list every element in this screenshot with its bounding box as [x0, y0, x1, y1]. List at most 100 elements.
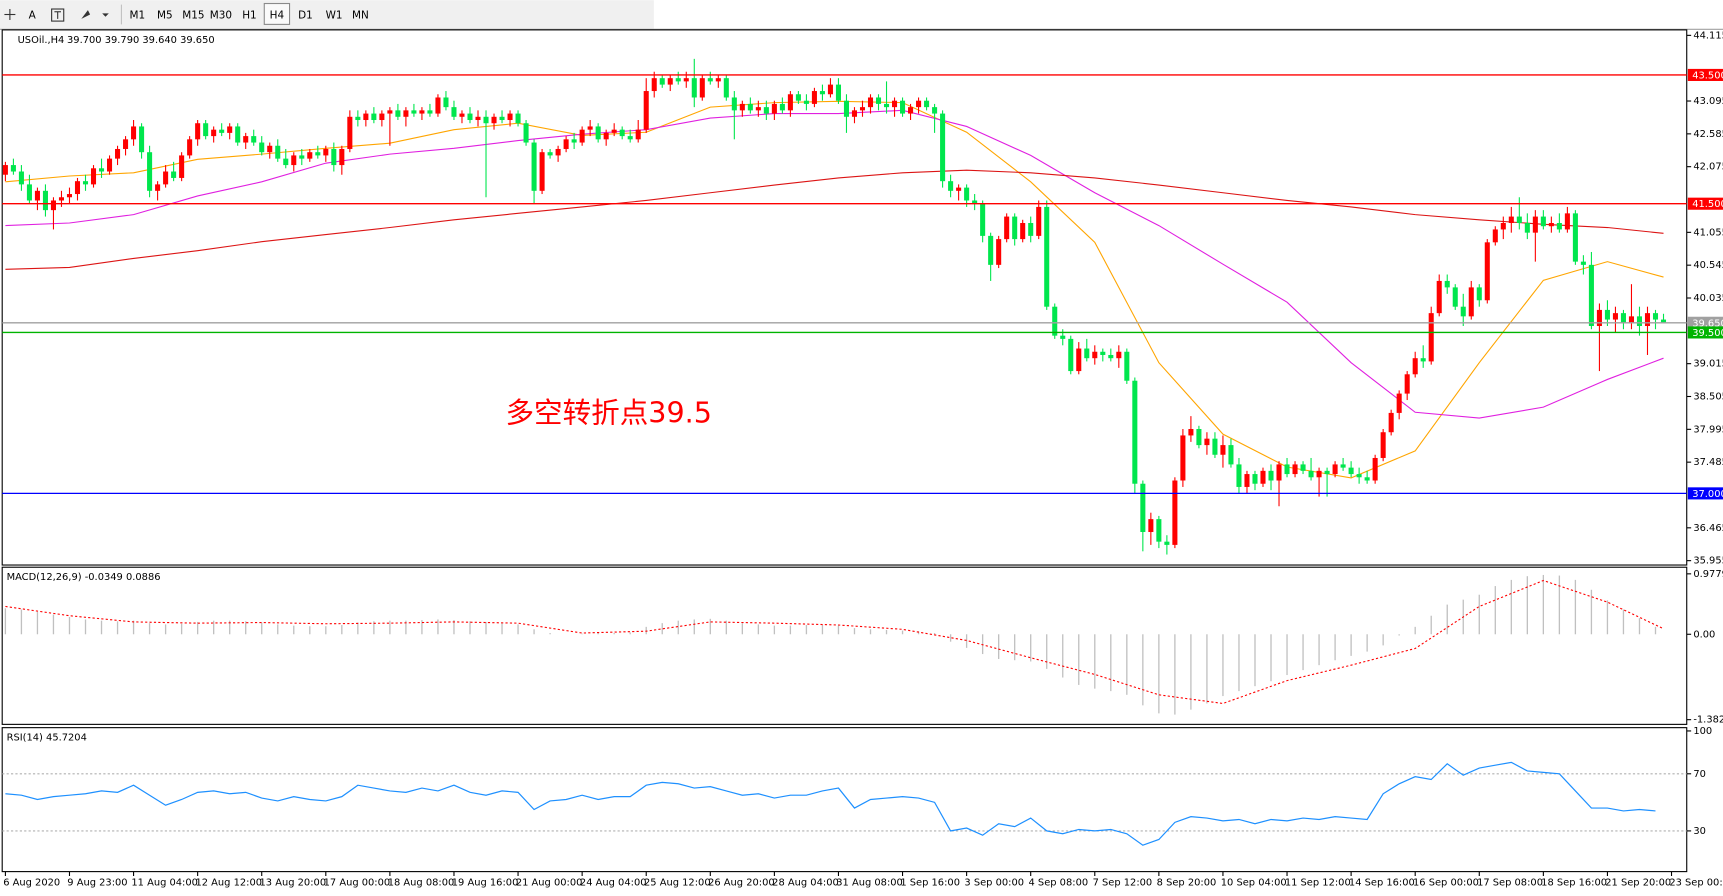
candle-body — [203, 123, 209, 137]
candle-body — [123, 139, 129, 149]
level-label-box — [1687, 326, 1723, 339]
candle-body — [1036, 206, 1042, 236]
timeframe-button[interactable]: D1 — [298, 10, 313, 22]
candle-body — [1132, 380, 1138, 484]
label-tool[interactable] — [51, 8, 65, 22]
candle-body — [1220, 445, 1226, 455]
timeframe-button[interactable]: M1 — [130, 10, 146, 22]
x-tick-label: 16 Sep 00:00 — [1413, 878, 1479, 889]
arrows-tool[interactable] — [81, 10, 109, 19]
candle-body — [1572, 213, 1578, 262]
candle-body — [1372, 457, 1378, 481]
candle-body — [1588, 264, 1594, 327]
candle-body — [131, 126, 137, 140]
x-tick-label: 18 Aug 08:00 — [388, 878, 455, 889]
candle-body — [948, 181, 954, 191]
candle-body — [1156, 519, 1162, 542]
candle-body — [1332, 464, 1338, 475]
candle-body — [82, 181, 89, 185]
candle-body — [1308, 470, 1314, 478]
y-tick-label: 100 — [1693, 726, 1712, 737]
timeframe-button[interactable]: M30 — [210, 10, 232, 22]
candle-body — [563, 139, 569, 149]
x-tick-label: 7 Sep 12:00 — [1093, 878, 1153, 889]
candle-body — [171, 171, 177, 178]
candle-body — [763, 107, 769, 114]
candle-body — [651, 78, 657, 92]
timeframe-button[interactable]: W1 — [326, 10, 343, 22]
y-tick-label: 0.00 — [1693, 629, 1715, 640]
candle-body — [1628, 316, 1634, 323]
candle-body — [1004, 216, 1010, 240]
level-label-box — [1687, 487, 1723, 500]
candle-body — [507, 113, 513, 121]
y-tick-label: 38.505 — [1693, 391, 1723, 402]
candle-body — [1212, 438, 1218, 455]
candle-body — [1516, 216, 1522, 224]
candle-body — [908, 107, 914, 114]
candle-body — [339, 148, 345, 166]
candle-body — [1020, 223, 1026, 240]
level-label-box — [1687, 197, 1723, 210]
candle-body — [1356, 474, 1362, 478]
candle-body — [924, 100, 930, 108]
candle-body — [323, 148, 329, 156]
candle-body — [195, 123, 201, 140]
timeframe-button[interactable]: H1 — [242, 10, 256, 22]
timeframe-button[interactable]: M15 — [182, 10, 204, 22]
x-tick-label: 1 Sep 16:00 — [900, 878, 960, 889]
level-label-box — [1687, 316, 1723, 329]
candle-body — [1260, 470, 1266, 484]
candle-body — [619, 129, 625, 137]
candle-body — [267, 145, 273, 153]
candle-body — [1612, 313, 1618, 320]
candle-body — [611, 129, 617, 133]
rsi-line — [5, 761, 1656, 846]
candle-body — [1652, 313, 1659, 320]
text-tool[interactable]: A — [29, 10, 37, 22]
candle-body — [771, 103, 777, 114]
candle-body — [331, 148, 337, 166]
x-tick-label: 31 Aug 08:00 — [836, 878, 903, 889]
candle-body — [867, 97, 874, 108]
candle-body — [579, 129, 585, 143]
candle-body — [1140, 483, 1146, 533]
candle-body — [243, 136, 249, 143]
candle-body — [90, 168, 97, 185]
crosshair-icon[interactable] — [4, 9, 16, 20]
candle-body — [443, 97, 449, 108]
candle-body — [475, 116, 481, 121]
y-tick-label: 35.955 — [1693, 556, 1723, 567]
candle-body — [1476, 287, 1482, 301]
x-tick-label: 19 Aug 16:00 — [452, 878, 519, 889]
candle-body — [1276, 464, 1282, 481]
timeframe-button[interactable]: MN — [352, 10, 369, 22]
candle-body — [1596, 309, 1602, 327]
candle-body — [1524, 223, 1530, 233]
x-tick-label: 17 Sep 08:00 — [1477, 878, 1543, 889]
candle-body — [1204, 438, 1210, 446]
x-tick-label: 21 Sep 20:00 — [1605, 878, 1671, 889]
y-tick-label: 70 — [1693, 769, 1706, 780]
candle-body — [587, 126, 593, 130]
timeframe-button[interactable]: H4 — [270, 10, 285, 22]
candle-body — [851, 110, 858, 117]
candle-body — [523, 123, 529, 143]
candle-body — [1340, 464, 1346, 468]
candle-body — [291, 155, 297, 166]
candle-body — [1420, 358, 1426, 362]
candle-body — [1124, 351, 1130, 381]
candle-body — [707, 78, 713, 82]
candle-body — [980, 203, 986, 236]
candle-body — [1172, 480, 1178, 545]
x-tick-label: 11 Sep 12:00 — [1285, 878, 1351, 889]
candle-body — [1468, 287, 1474, 317]
candle-body — [315, 152, 321, 156]
candle-body — [283, 158, 289, 166]
candle-body — [603, 132, 609, 140]
candle-body — [779, 103, 785, 111]
candle-body — [419, 110, 425, 114]
timeframe-button[interactable]: M5 — [157, 10, 173, 22]
level-label: 39.500 — [1692, 328, 1723, 339]
